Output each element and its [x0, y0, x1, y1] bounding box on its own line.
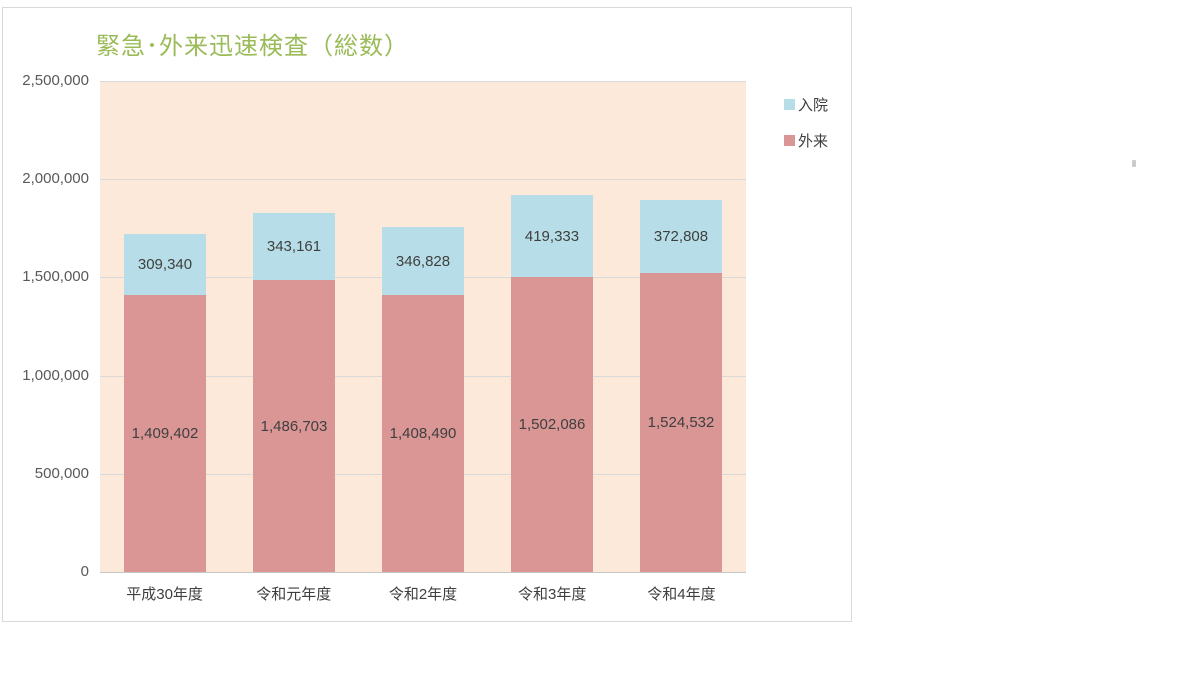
x-tick-label: 令和3年度 — [518, 586, 587, 603]
stray-mark — [1132, 160, 1136, 167]
bar-segment-outpatient[interactable]: 1,486,703 — [253, 280, 335, 572]
data-label-inpatient: 343,161 — [266, 238, 322, 255]
legend-item-outpatient[interactable]: 外来 — [784, 130, 828, 151]
y-tick-label: 2,500,000 — [22, 72, 89, 89]
x-tick-label: 令和4年度 — [647, 586, 716, 603]
x-tick-label: 平成30年度 — [126, 586, 203, 603]
y-tick-label: 1,500,000 — [22, 268, 89, 285]
bar-segment-outpatient[interactable]: 1,409,402 — [124, 295, 206, 572]
bar-segment-inpatient[interactable]: 309,340 — [124, 234, 206, 295]
x-axis-line — [100, 572, 746, 573]
chart-title[interactable]: 緊急･外来迅速検査（総数） — [96, 33, 409, 60]
bar-segment-inpatient[interactable]: 346,828 — [382, 227, 464, 295]
y-tick-label: 500,000 — [34, 465, 89, 482]
legend-item-inpatient[interactable]: 入院 — [784, 94, 828, 115]
legend-label: 外来 — [798, 133, 829, 150]
bar-segment-inpatient[interactable]: 372,808 — [640, 200, 722, 273]
data-label-outpatient: 1,502,086 — [518, 416, 586, 433]
data-label-outpatient: 1,408,490 — [389, 425, 457, 442]
y-axis-labels: 0 500,000 1,000,000 1,500,000 2,000,000 2,500… — [3, 8, 89, 623]
x-tick-label: 令和2年度 — [388, 586, 458, 603]
y-tick-label: 1,000,000 — [22, 367, 89, 384]
data-label-outpatient: 1,409,402 — [131, 425, 199, 442]
x-tick-label: 令和元年度 — [256, 586, 332, 603]
y-tick-label: 2,000,000 — [22, 170, 89, 187]
bar-segment-inpatient[interactable]: 343,161 — [253, 213, 335, 280]
y-tick-label: 0 — [80, 563, 89, 580]
data-label-inpatient: 309,340 — [137, 256, 193, 273]
gridline — [100, 81, 746, 82]
bar-segment-outpatient[interactable]: 1,408,490 — [382, 295, 464, 572]
bar-segment-inpatient[interactable]: 419,333 — [511, 195, 593, 277]
legend: 入院 外来 — [784, 94, 828, 151]
bar-segment-outpatient[interactable]: 1,502,086 — [511, 277, 593, 572]
data-label-inpatient: 372,808 — [653, 228, 709, 245]
plot-area[interactable]: 1,409,402 309,340 1,486,703 343,161 1,408,49… — [100, 81, 746, 573]
chart-frame[interactable]: 緊急･外来迅速検査（総数） 1,409,402 309,340 1,486,703 3… — [2, 7, 852, 622]
legend-swatch-icon — [784, 135, 795, 146]
data-label-outpatient: 1,486,703 — [260, 417, 328, 435]
data-label-inpatient: 419,333 — [524, 227, 580, 245]
data-label-inpatient: 346,828 — [395, 252, 451, 270]
gridline — [100, 179, 746, 180]
bar-segment-outpatient[interactable]: 1,524,532 — [640, 273, 722, 572]
data-label-outpatient: 1,524,532 — [647, 414, 715, 431]
x-axis-labels: 平成30年度 令和元年度 令和2年度 令和3年度 令和4年度 — [100, 585, 746, 605]
legend-swatch-icon — [784, 99, 795, 110]
legend-label: 入院 — [798, 97, 829, 114]
